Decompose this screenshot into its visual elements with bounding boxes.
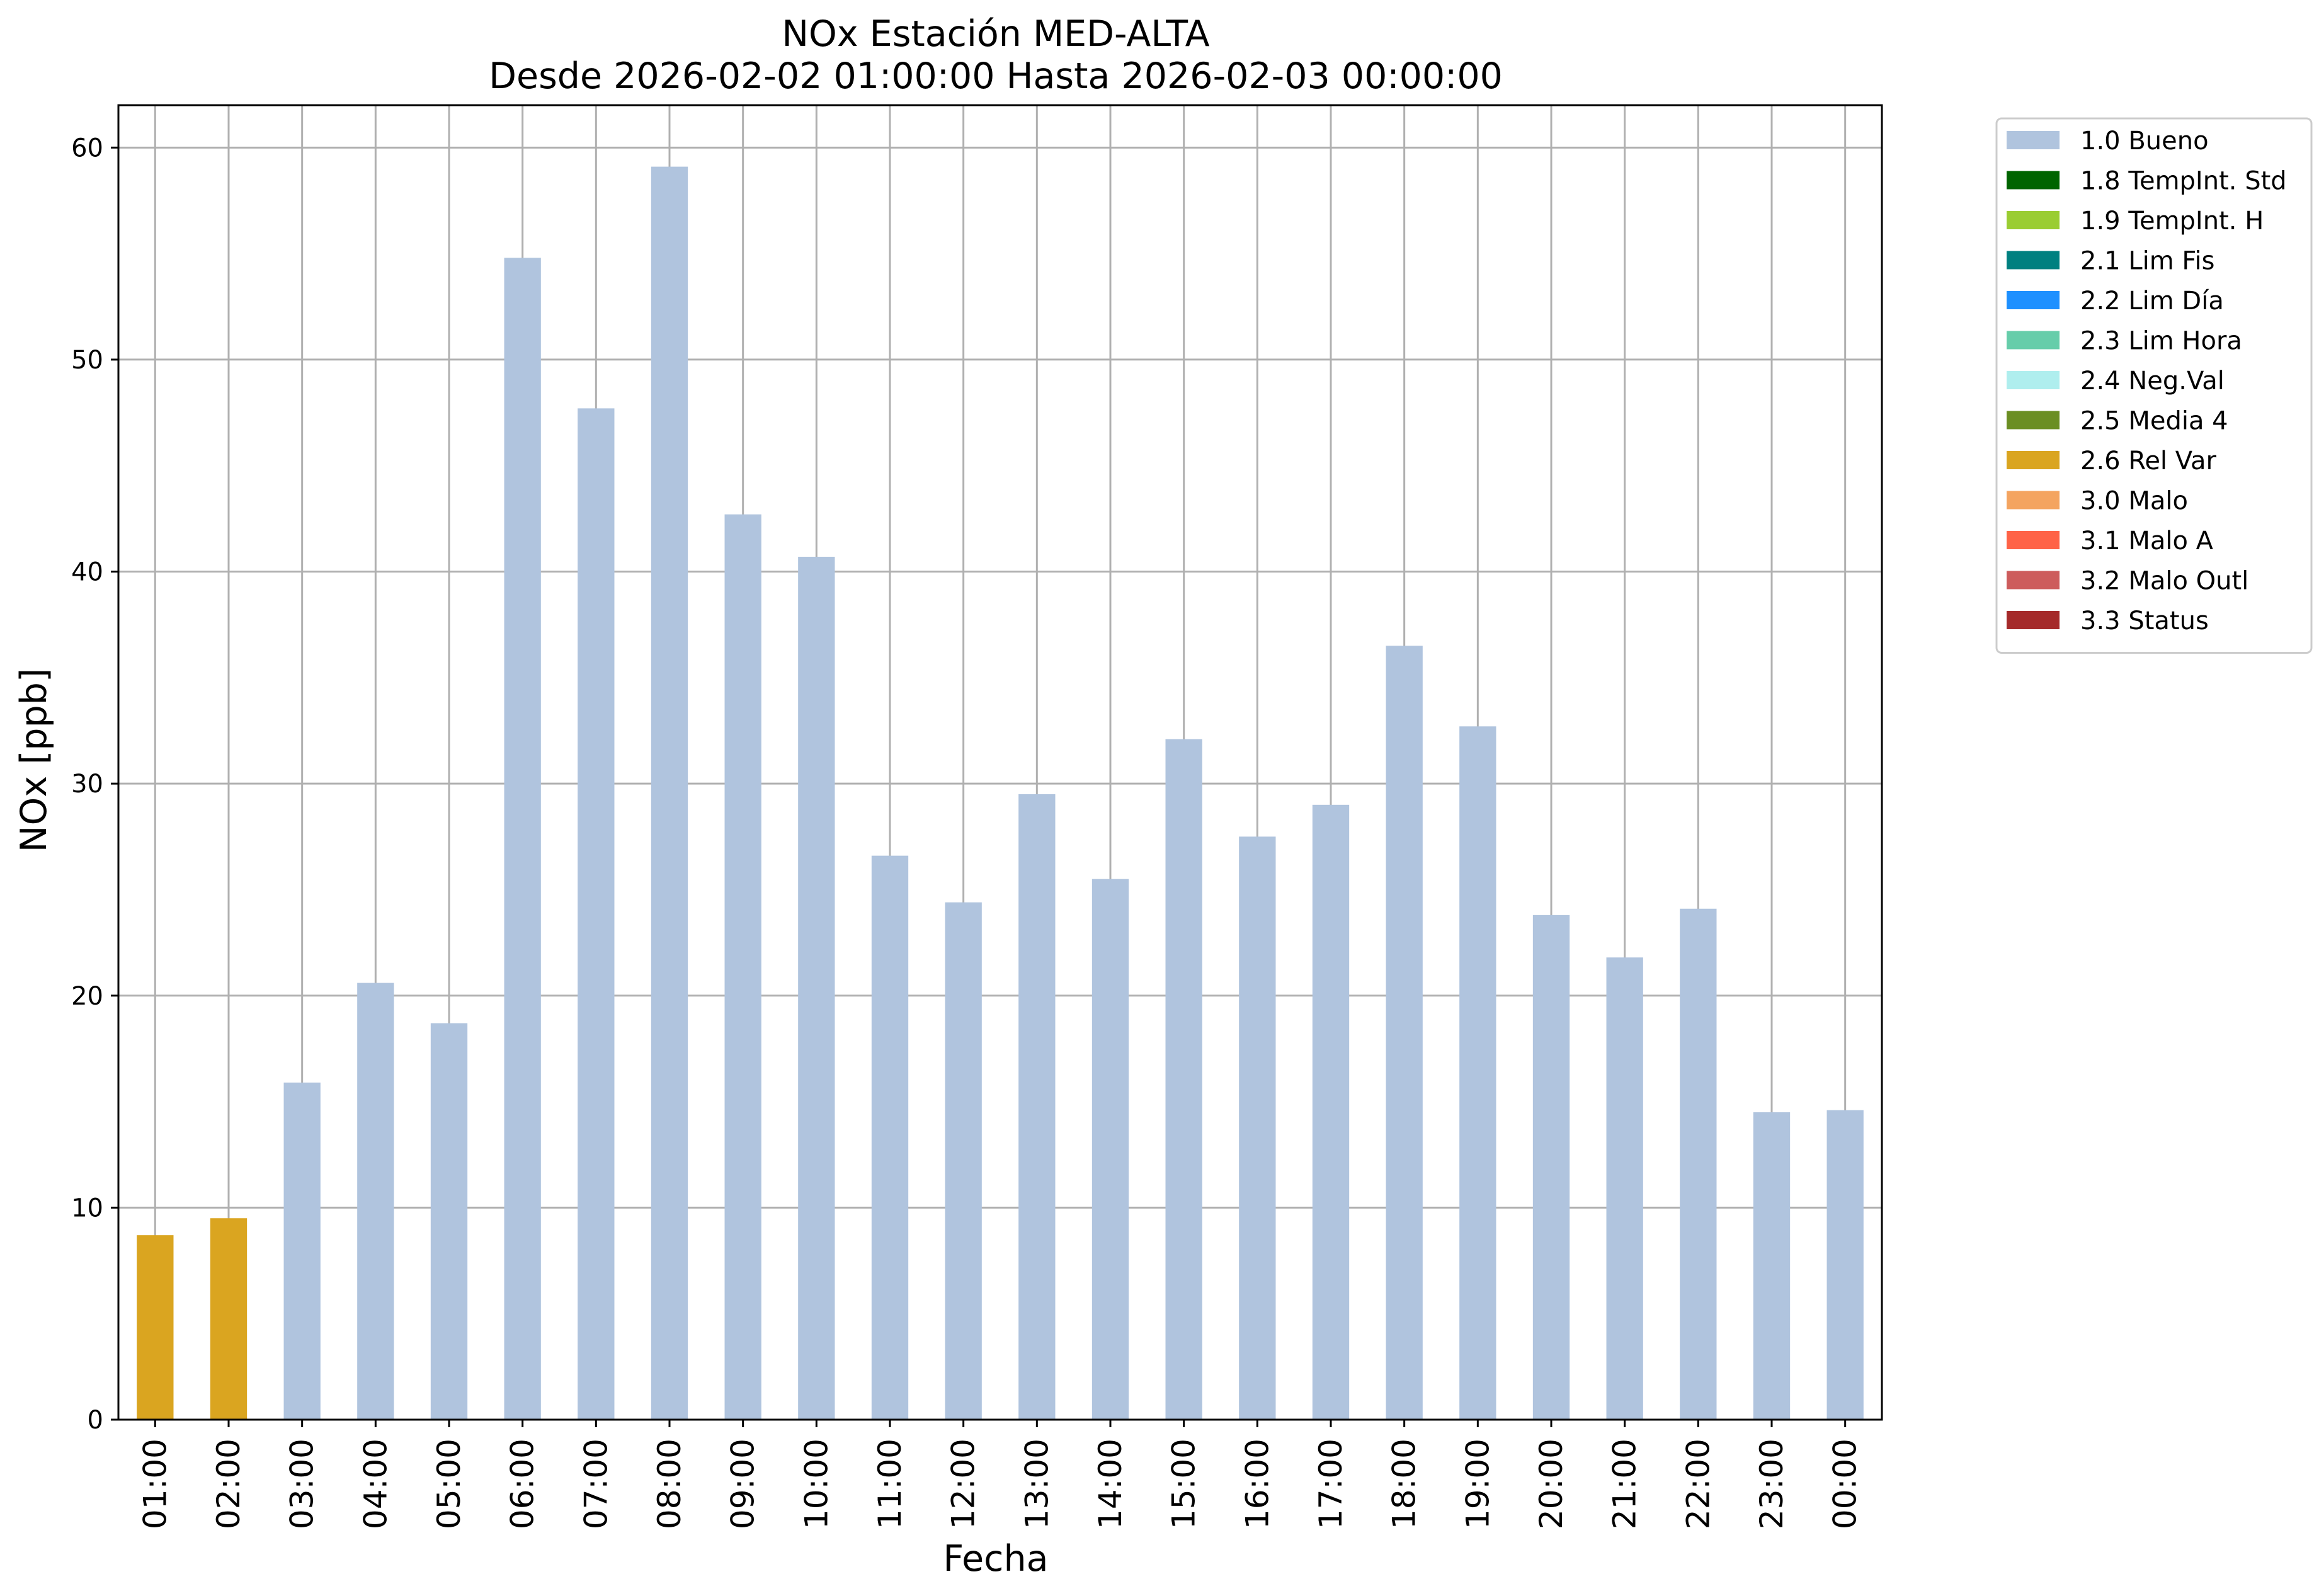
y-axis-ticks: 0 10 20 30 40 50 60 bbox=[71, 134, 118, 1435]
x-tick-label: 19:00 bbox=[1459, 1439, 1496, 1529]
y-tick-label: 40 bbox=[71, 558, 103, 587]
y-axis-label: NOx [ppb] bbox=[13, 668, 55, 852]
bar-10:00 bbox=[798, 556, 835, 1420]
x-tick-label: 06:00 bbox=[504, 1439, 541, 1529]
x-tick-label: 09:00 bbox=[725, 1439, 761, 1529]
legend-entry-label: 3.3 Status bbox=[2080, 607, 2209, 636]
bar-19:00 bbox=[1459, 726, 1496, 1420]
bar-17:00 bbox=[1312, 804, 1350, 1420]
bar-22:00 bbox=[1680, 908, 1717, 1420]
legend-entry-label: 1.9 TempInt. H bbox=[2080, 207, 2264, 236]
legend-swatch bbox=[2007, 531, 2060, 549]
x-tick-label: 18:00 bbox=[1386, 1439, 1423, 1529]
legend-swatch bbox=[2007, 211, 2060, 229]
bar-18:00 bbox=[1386, 646, 1423, 1420]
legend-entry-label: 1.8 TempInt. Std bbox=[2080, 167, 2287, 196]
x-tick-label: 22:00 bbox=[1680, 1439, 1716, 1529]
bar-05:00 bbox=[430, 1023, 468, 1420]
legend-swatch bbox=[2007, 411, 2060, 430]
x-tick-label: 03:00 bbox=[284, 1439, 321, 1529]
bar-08:00 bbox=[651, 166, 688, 1420]
x-tick-label: 08:00 bbox=[651, 1439, 688, 1529]
y-tick-label: 30 bbox=[71, 770, 103, 799]
legend-entry-label: 1.0 Bueno bbox=[2080, 127, 2209, 156]
x-tick-label: 00:00 bbox=[1827, 1439, 1864, 1529]
bar-12:00 bbox=[945, 902, 982, 1420]
bar-09:00 bbox=[724, 514, 761, 1420]
bar-16:00 bbox=[1239, 836, 1276, 1420]
legend-entry-label: 2.4 Neg.Val bbox=[2080, 367, 2225, 396]
x-tick-label: 12:00 bbox=[945, 1439, 982, 1529]
chart-title: NOx Estación MED-ALTA bbox=[782, 13, 1209, 55]
y-tick-label: 60 bbox=[71, 134, 103, 162]
legend-swatch bbox=[2007, 371, 2060, 389]
x-tick-label: 15:00 bbox=[1166, 1439, 1202, 1529]
y-tick-label: 0 bbox=[88, 1406, 103, 1435]
legend-entry-label: 2.1 Lim Fis bbox=[2080, 247, 2214, 276]
bars-group bbox=[137, 166, 1864, 1420]
x-tick-label: 07:00 bbox=[578, 1439, 614, 1529]
x-tick-label: 21:00 bbox=[1607, 1439, 1643, 1529]
y-tick-label: 20 bbox=[71, 982, 103, 1011]
legend-swatch bbox=[2007, 251, 2060, 270]
bar-04:00 bbox=[357, 983, 394, 1420]
legend-swatch bbox=[2007, 171, 2060, 190]
legend-swatch bbox=[2007, 131, 2060, 149]
legend-entry-label: 3.2 Malo Outl bbox=[2080, 567, 2248, 596]
bar-02:00 bbox=[210, 1218, 248, 1420]
bar-13:00 bbox=[1018, 794, 1056, 1420]
x-tick-label: 14:00 bbox=[1092, 1439, 1129, 1529]
x-tick-label: 17:00 bbox=[1313, 1439, 1349, 1529]
bar-03:00 bbox=[283, 1082, 321, 1420]
bar-23:00 bbox=[1753, 1112, 1791, 1420]
legend-swatch bbox=[2007, 331, 2060, 350]
plot-frame bbox=[117, 104, 1883, 1421]
legend-swatch bbox=[2007, 491, 2060, 510]
legend-swatch bbox=[2007, 451, 2060, 469]
x-tick-label: 20:00 bbox=[1533, 1439, 1570, 1529]
legend: 1.0 Bueno 1.8 TempInt. Std 1.9 TempInt. H 2… bbox=[1995, 117, 2313, 654]
x-tick-label: 04:00 bbox=[357, 1439, 394, 1529]
legend-entry-label: 2.5 Media 4 bbox=[2080, 407, 2228, 436]
y-tick-label: 10 bbox=[71, 1194, 103, 1223]
x-axis-label: Fecha bbox=[943, 1538, 1048, 1580]
bar-14:00 bbox=[1091, 879, 1129, 1420]
bar-15:00 bbox=[1165, 739, 1202, 1420]
x-tick-label: 11:00 bbox=[872, 1439, 908, 1529]
legend-entry-label: 3.1 Malo A bbox=[2080, 527, 2214, 556]
bar-21:00 bbox=[1606, 957, 1643, 1420]
x-tick-label: 13:00 bbox=[1018, 1439, 1055, 1529]
x-tick-label: 05:00 bbox=[431, 1439, 467, 1529]
x-axis-ticks: 01:00 02:00 03:00 04:00 05:00 06:00 07:00 08:00… bbox=[137, 1420, 1864, 1529]
legend-swatch bbox=[2007, 291, 2060, 309]
legend-entry-label: 2.2 Lim Día bbox=[2080, 287, 2224, 316]
x-tick-label: 01:00 bbox=[137, 1439, 173, 1529]
x-tick-label: 23:00 bbox=[1753, 1439, 1790, 1529]
legend-entry-label: 2.6 Rel Var bbox=[2080, 447, 2217, 476]
chart-subtitle: Desde 2026-02-02 01:00:00 Hasta 2026-02-… bbox=[489, 55, 1503, 97]
bar-00:00 bbox=[1826, 1110, 1864, 1420]
bar-11:00 bbox=[871, 855, 909, 1420]
y-tick-label: 50 bbox=[71, 346, 103, 375]
legend-entry-label: 2.3 Lim Hora bbox=[2080, 327, 2242, 356]
x-tick-label: 02:00 bbox=[210, 1439, 247, 1529]
bar-07:00 bbox=[578, 408, 615, 1420]
x-tick-label: 16:00 bbox=[1239, 1439, 1275, 1529]
legend-entry-label: 3.0 Malo bbox=[2080, 487, 2188, 516]
bar-01:00 bbox=[137, 1235, 174, 1420]
bar-20:00 bbox=[1532, 915, 1570, 1420]
legend-swatch bbox=[2007, 571, 2060, 590]
bar-06:00 bbox=[504, 258, 541, 1420]
x-tick-label: 10:00 bbox=[798, 1439, 835, 1529]
legend-swatch bbox=[2007, 611, 2060, 629]
legend-box bbox=[1995, 117, 2313, 654]
